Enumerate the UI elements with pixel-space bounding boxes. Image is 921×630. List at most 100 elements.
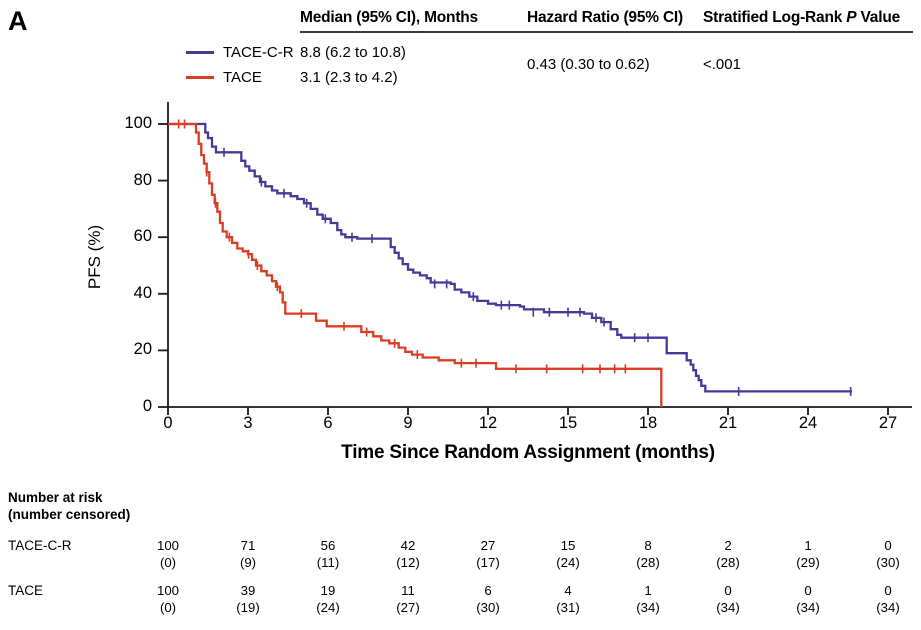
- legend-swatch-tace-c-r: [186, 51, 214, 54]
- risk-cell: 6 (30): [458, 582, 518, 616]
- risk-cell: 0 (34): [858, 582, 918, 616]
- risk-cell: 19 (24): [298, 582, 358, 616]
- km-curve-tace: [168, 122, 663, 407]
- risk-censored-value: (29): [796, 555, 820, 570]
- y-tick-label: 40: [133, 283, 152, 302]
- median-value-tace-c-r: 8.8 (6.2 to 10.8): [300, 44, 406, 61]
- risk-censored-value: (34): [636, 600, 660, 615]
- legend-swatch-tace: [186, 76, 214, 79]
- panel-label: A: [8, 6, 28, 36]
- risk-cell: 0 (34): [778, 582, 838, 616]
- risk-cell: 42 (12): [378, 537, 438, 571]
- risk-at-risk-value: 71: [240, 538, 256, 553]
- y-tick-label: 80: [133, 170, 152, 189]
- risk-at-risk-value: 15: [560, 538, 576, 553]
- x-tick-label: 24: [798, 414, 818, 432]
- risk-cell: 56 (11): [298, 537, 358, 571]
- risk-at-risk-value: 11: [401, 583, 415, 598]
- risk-censored-value: (19): [236, 600, 260, 615]
- risk-cell: 8 (28): [618, 537, 678, 571]
- risk-at-risk-value: 0: [884, 538, 892, 553]
- risk-censored-value: (30): [476, 600, 500, 615]
- km-plot: [158, 102, 912, 415]
- risk-at-risk-value: 6: [484, 583, 492, 598]
- risk-at-risk-value: 39: [240, 583, 256, 598]
- risk-censored-value: (34): [876, 600, 900, 615]
- summary-col-pvalue-header: Stratified Log-Rank P Value: [703, 9, 900, 27]
- risk-cell: 27 (17): [458, 537, 518, 571]
- risk-censored-value: (27): [396, 600, 420, 615]
- risk-at-risk-value: 2: [724, 538, 732, 553]
- risk-censored-value: (12): [396, 555, 420, 570]
- x-tick-label: 6: [323, 414, 333, 432]
- risk-cell: 4 (31): [538, 582, 598, 616]
- risk-censored-value: (11): [316, 555, 340, 570]
- risk-censored-value: (30): [876, 555, 900, 570]
- risk-at-risk-value: 27: [480, 538, 496, 553]
- legend-label-tace: TACE: [223, 69, 262, 86]
- risk-censored-value: (31): [556, 600, 580, 615]
- risk-cell: 39 (19): [218, 582, 278, 616]
- risk-cell: 0 (34): [698, 582, 758, 616]
- risk-cell: 100 (0): [138, 582, 198, 616]
- y-tick-label: 0: [142, 397, 152, 415]
- x-tick-label: 12: [478, 414, 498, 432]
- risk-censored-value: (34): [796, 600, 820, 615]
- risk-censored-value: (9): [239, 555, 257, 570]
- hazard-ratio-value: 0.43 (0.30 to 0.62): [527, 56, 650, 73]
- risk-at-risk-value: 1: [804, 538, 812, 553]
- summary-header-rule: [300, 31, 913, 33]
- pvalue-header-suffix: Value: [856, 9, 901, 26]
- p-value: <.001: [703, 56, 741, 73]
- x-tick-label: 15: [558, 414, 578, 432]
- risk-table-title-line1: Number at risk: [8, 490, 103, 505]
- x-tick-label: 0: [163, 414, 173, 432]
- risk-at-risk-value: 56: [320, 538, 336, 553]
- y-tick-label: 20: [133, 340, 152, 359]
- risk-cell: 1 (29): [778, 537, 838, 571]
- median-value-tace: 3.1 (2.3 to 4.2): [300, 69, 398, 86]
- x-tick-label: 21: [718, 414, 738, 432]
- summary-col-median-header: Median (95% CI), Months: [300, 9, 478, 26]
- risk-at-risk-value: 0: [884, 583, 892, 598]
- risk-cell: 1 (34): [618, 582, 678, 616]
- risk-cell: 71 (9): [218, 537, 278, 571]
- x-tick-label: 18: [638, 414, 658, 432]
- risk-cell: 2 (28): [698, 537, 758, 571]
- risk-at-risk-value: 1: [644, 583, 652, 598]
- risk-at-risk-value: 100: [156, 538, 179, 553]
- risk-censored-value: (0): [159, 600, 177, 615]
- pvalue-header-p: P: [846, 9, 857, 26]
- x-tick-label: 9: [403, 414, 413, 432]
- risk-censored-value: (0): [159, 555, 177, 570]
- risk-at-risk-value: 42: [400, 538, 416, 553]
- risk-table-title-line2: (number censored): [8, 507, 131, 522]
- risk-censored-value: (28): [636, 555, 660, 570]
- risk-cell: 11 (27): [378, 582, 438, 616]
- risk-at-risk-value: 0: [804, 583, 812, 598]
- risk-at-risk-value: 0: [724, 583, 732, 598]
- risk-at-risk-value: 8: [644, 538, 652, 553]
- km-curve-tace-c-r: [168, 122, 852, 393]
- x-tick-label: 3: [243, 414, 253, 432]
- risk-row-label-tace-c-r: TACE-C-R: [8, 538, 72, 553]
- risk-censored-value: (34): [716, 600, 740, 615]
- risk-censored-value: (17): [476, 555, 500, 570]
- risk-censored-value: (24): [316, 600, 340, 615]
- risk-censored-value: (28): [716, 555, 740, 570]
- risk-cell: 15 (24): [538, 537, 598, 571]
- risk-at-risk-value: 19: [320, 583, 336, 598]
- summary-col-hazard-header: Hazard Ratio (95% CI): [527, 9, 683, 26]
- pvalue-header-prefix: Stratified Log-Rank: [703, 9, 847, 26]
- x-tick-label: 27: [878, 414, 898, 432]
- risk-censored-value: (24): [556, 555, 580, 570]
- legend-label-tace-c-r: TACE-C-R: [223, 44, 294, 61]
- risk-at-risk-value: 100: [156, 583, 179, 598]
- risk-cell: 100 (0): [138, 537, 198, 571]
- x-axis-title: Time Since Random Assignment (months): [341, 442, 715, 463]
- y-tick-label: 60: [133, 227, 152, 246]
- y-tick-label: 100: [124, 114, 152, 132]
- risk-cell: 0 (30): [858, 537, 918, 571]
- risk-at-risk-value: 4: [564, 583, 572, 598]
